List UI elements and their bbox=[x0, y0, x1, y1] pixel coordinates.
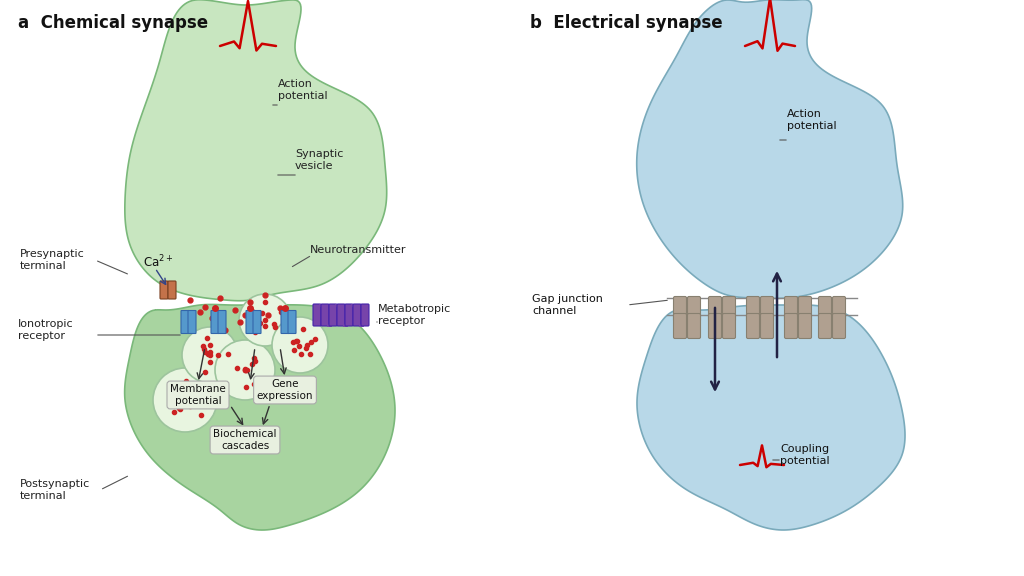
Text: Neurotransmitter: Neurotransmitter bbox=[310, 245, 407, 255]
FancyBboxPatch shape bbox=[761, 297, 773, 321]
FancyBboxPatch shape bbox=[313, 304, 321, 326]
FancyBboxPatch shape bbox=[211, 310, 219, 334]
Text: Ca$^{2+}$: Ca$^{2+}$ bbox=[143, 253, 173, 270]
FancyBboxPatch shape bbox=[709, 297, 722, 321]
FancyBboxPatch shape bbox=[181, 310, 189, 334]
Polygon shape bbox=[125, 0, 387, 301]
FancyBboxPatch shape bbox=[246, 310, 254, 334]
Circle shape bbox=[272, 317, 328, 373]
Polygon shape bbox=[125, 305, 395, 530]
FancyBboxPatch shape bbox=[784, 313, 798, 339]
FancyBboxPatch shape bbox=[218, 310, 226, 334]
FancyBboxPatch shape bbox=[709, 313, 722, 339]
Text: a  Chemical synapse: a Chemical synapse bbox=[18, 14, 208, 32]
FancyBboxPatch shape bbox=[281, 310, 289, 334]
FancyBboxPatch shape bbox=[329, 304, 337, 326]
Circle shape bbox=[153, 368, 217, 432]
FancyBboxPatch shape bbox=[761, 313, 773, 339]
FancyBboxPatch shape bbox=[723, 297, 735, 321]
Circle shape bbox=[215, 340, 275, 400]
Text: Gap junction
channel: Gap junction channel bbox=[532, 294, 603, 316]
FancyBboxPatch shape bbox=[746, 313, 760, 339]
FancyBboxPatch shape bbox=[818, 297, 831, 321]
FancyBboxPatch shape bbox=[818, 313, 831, 339]
FancyBboxPatch shape bbox=[674, 297, 686, 321]
FancyBboxPatch shape bbox=[687, 313, 700, 339]
FancyBboxPatch shape bbox=[833, 297, 846, 321]
FancyBboxPatch shape bbox=[799, 297, 811, 321]
FancyBboxPatch shape bbox=[288, 310, 296, 334]
FancyBboxPatch shape bbox=[337, 304, 345, 326]
FancyBboxPatch shape bbox=[253, 310, 261, 334]
Text: Gene
expression: Gene expression bbox=[257, 379, 313, 401]
Circle shape bbox=[239, 294, 291, 346]
FancyBboxPatch shape bbox=[687, 297, 700, 321]
FancyBboxPatch shape bbox=[361, 304, 369, 326]
FancyBboxPatch shape bbox=[833, 313, 846, 339]
Text: Biochemical
cascades: Biochemical cascades bbox=[213, 429, 276, 451]
Circle shape bbox=[182, 327, 238, 383]
Text: Postsynaptic
terminal: Postsynaptic terminal bbox=[20, 479, 90, 501]
Text: Membrane
potential: Membrane potential bbox=[170, 384, 226, 406]
FancyBboxPatch shape bbox=[723, 313, 735, 339]
Text: Presynaptic
terminal: Presynaptic terminal bbox=[20, 249, 85, 271]
FancyBboxPatch shape bbox=[345, 304, 353, 326]
FancyBboxPatch shape bbox=[160, 281, 168, 299]
FancyBboxPatch shape bbox=[321, 304, 329, 326]
FancyBboxPatch shape bbox=[799, 313, 811, 339]
Text: b  Electrical synapse: b Electrical synapse bbox=[530, 14, 723, 32]
Text: Synaptic
vesicle: Synaptic vesicle bbox=[295, 149, 343, 171]
FancyBboxPatch shape bbox=[674, 313, 686, 339]
Text: Action
potential: Action potential bbox=[787, 109, 837, 131]
FancyBboxPatch shape bbox=[168, 281, 176, 299]
FancyBboxPatch shape bbox=[746, 297, 760, 321]
FancyBboxPatch shape bbox=[784, 297, 798, 321]
FancyBboxPatch shape bbox=[353, 304, 361, 326]
Text: Coupling
potential: Coupling potential bbox=[780, 444, 829, 466]
Text: Metabotropic
receptor: Metabotropic receptor bbox=[378, 304, 452, 326]
Text: Action
potential: Action potential bbox=[278, 79, 328, 101]
FancyBboxPatch shape bbox=[188, 310, 196, 334]
Polygon shape bbox=[637, 0, 903, 298]
Polygon shape bbox=[637, 305, 905, 530]
Text: Ionotropic
receptor: Ionotropic receptor bbox=[18, 319, 74, 341]
